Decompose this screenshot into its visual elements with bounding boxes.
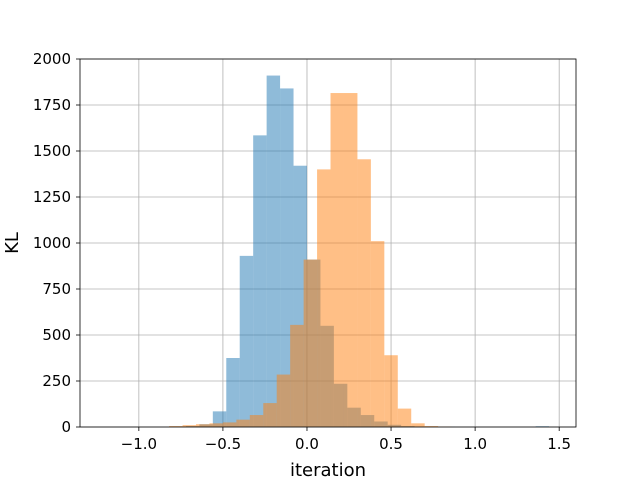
axis-ticks: −1.0 −0.5 0.0 0.5 1.0 1.5 0 250 500 750 1000 1250 15… bbox=[33, 50, 571, 453]
y-tick-label: 750 bbox=[42, 280, 71, 298]
histogram-bar bbox=[222, 422, 237, 427]
histogram-bar bbox=[253, 135, 267, 428]
grid-lines bbox=[80, 58, 576, 428]
x-tick-label: 0.0 bbox=[295, 435, 319, 453]
histogram-bar bbox=[226, 358, 240, 427]
x-tick-label: −1.0 bbox=[121, 435, 157, 453]
y-tick-label: 250 bbox=[42, 372, 71, 390]
x-tick-label: 1.5 bbox=[547, 435, 571, 453]
histogram-bar bbox=[290, 324, 304, 427]
histogram-bar bbox=[169, 426, 183, 427]
y-tick-label: 1250 bbox=[33, 188, 71, 206]
histogram-bars bbox=[169, 75, 550, 428]
histogram-bar bbox=[263, 403, 277, 427]
y-tick-label: 1750 bbox=[33, 96, 71, 114]
x-axis-label: iteration bbox=[290, 460, 366, 480]
y-tick-label: 1000 bbox=[33, 234, 71, 252]
histogram-bar bbox=[196, 424, 210, 427]
histogram-bar bbox=[424, 426, 439, 427]
y-axis-label: KL bbox=[2, 232, 23, 254]
histogram-bar bbox=[236, 419, 250, 427]
histogram-bar bbox=[384, 355, 398, 427]
y-tick-label: 1500 bbox=[33, 142, 71, 160]
y-tick-label: 500 bbox=[42, 326, 71, 344]
histogram-bar bbox=[303, 259, 318, 427]
y-tick-label: 2000 bbox=[33, 50, 71, 68]
histogram-series-2 bbox=[169, 93, 452, 427]
histogram-bar bbox=[317, 169, 331, 427]
histogram-bar bbox=[276, 374, 291, 427]
histogram-bar bbox=[343, 93, 358, 427]
histogram-bar bbox=[239, 255, 254, 427]
histogram-bar bbox=[330, 93, 344, 427]
x-tick-label: −0.5 bbox=[205, 435, 241, 453]
histogram-bar bbox=[209, 423, 223, 427]
histogram-bar bbox=[411, 423, 425, 427]
histogram-bar bbox=[397, 408, 412, 427]
histogram-bar bbox=[266, 75, 281, 427]
x-tick-label: 0.5 bbox=[379, 435, 403, 453]
histogram-bar bbox=[357, 159, 371, 427]
x-tick-label: 1.0 bbox=[463, 435, 487, 453]
histogram-bar bbox=[249, 415, 264, 427]
histogram-bar bbox=[182, 425, 197, 427]
histogram-bar bbox=[370, 241, 385, 427]
y-tick-label: 0 bbox=[61, 418, 71, 436]
